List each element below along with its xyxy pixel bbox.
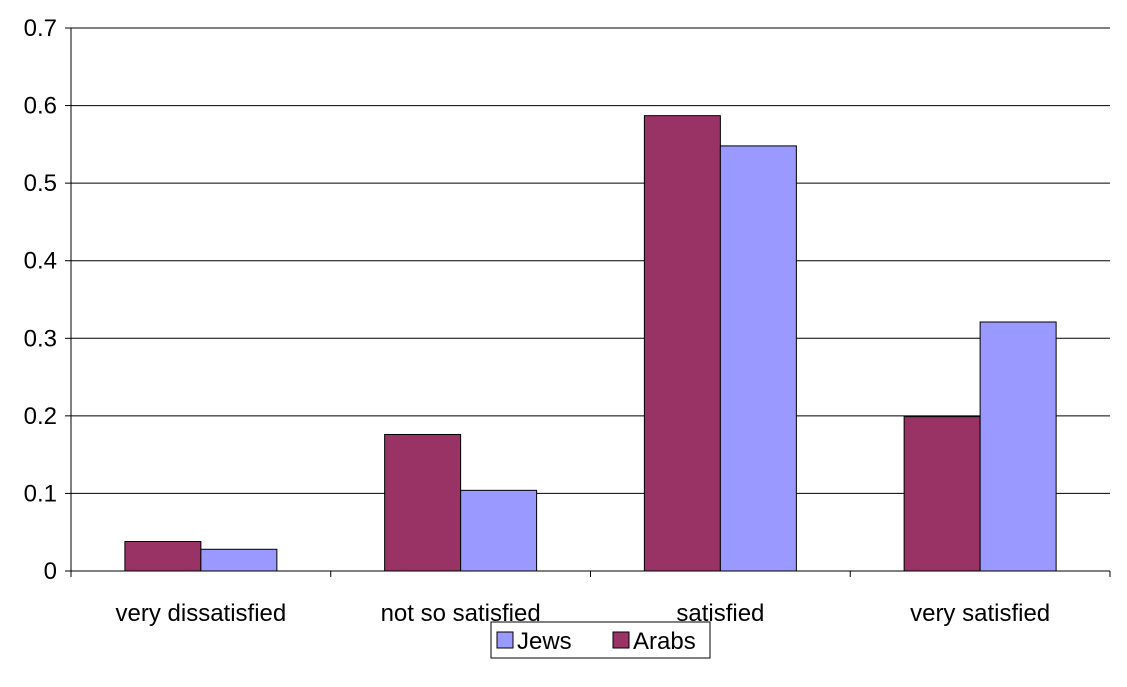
x-tick-label: very satisfied: [910, 600, 1050, 627]
x-tick-label: very dissatisfied: [116, 600, 287, 627]
legend-box: [490, 621, 711, 659]
bar-arabs-0: [124, 541, 202, 572]
legend-label-arabs: Arabs: [633, 628, 696, 655]
legend: Jews Arabs: [490, 621, 711, 659]
bar-arabs-2: [643, 115, 721, 572]
legend-swatch-arabs: [612, 631, 630, 649]
bar-arabs-3: [903, 416, 981, 572]
y-tick-label: 0.3: [24, 325, 57, 352]
y-tick-label: 0.1: [24, 480, 57, 507]
bar-jews-3: [979, 321, 1057, 572]
legend-label-jews: Jews: [517, 628, 572, 655]
legend-swatch-jews: [496, 631, 514, 649]
y-tick-label: 0.5: [24, 170, 57, 197]
axes: [65, 27, 1111, 577]
y-tick-label: 0: [44, 558, 57, 585]
bar-jews-1: [460, 489, 538, 572]
bar-jews-0: [200, 548, 278, 572]
bars: [124, 115, 1057, 572]
y-tick-label: 0.6: [24, 93, 57, 120]
gridlines: [71, 27, 1110, 494]
y-tick-label: 0.7: [24, 15, 57, 42]
bar-arabs-1: [384, 433, 462, 572]
y-tick-label: 0.4: [24, 248, 57, 275]
y-tick-labels: 0 0.1 0.2 0.3 0.4 0.5 0.6 0.7: [24, 15, 57, 585]
bar-jews-2: [719, 145, 797, 572]
y-tick-label: 0.2: [24, 403, 57, 430]
